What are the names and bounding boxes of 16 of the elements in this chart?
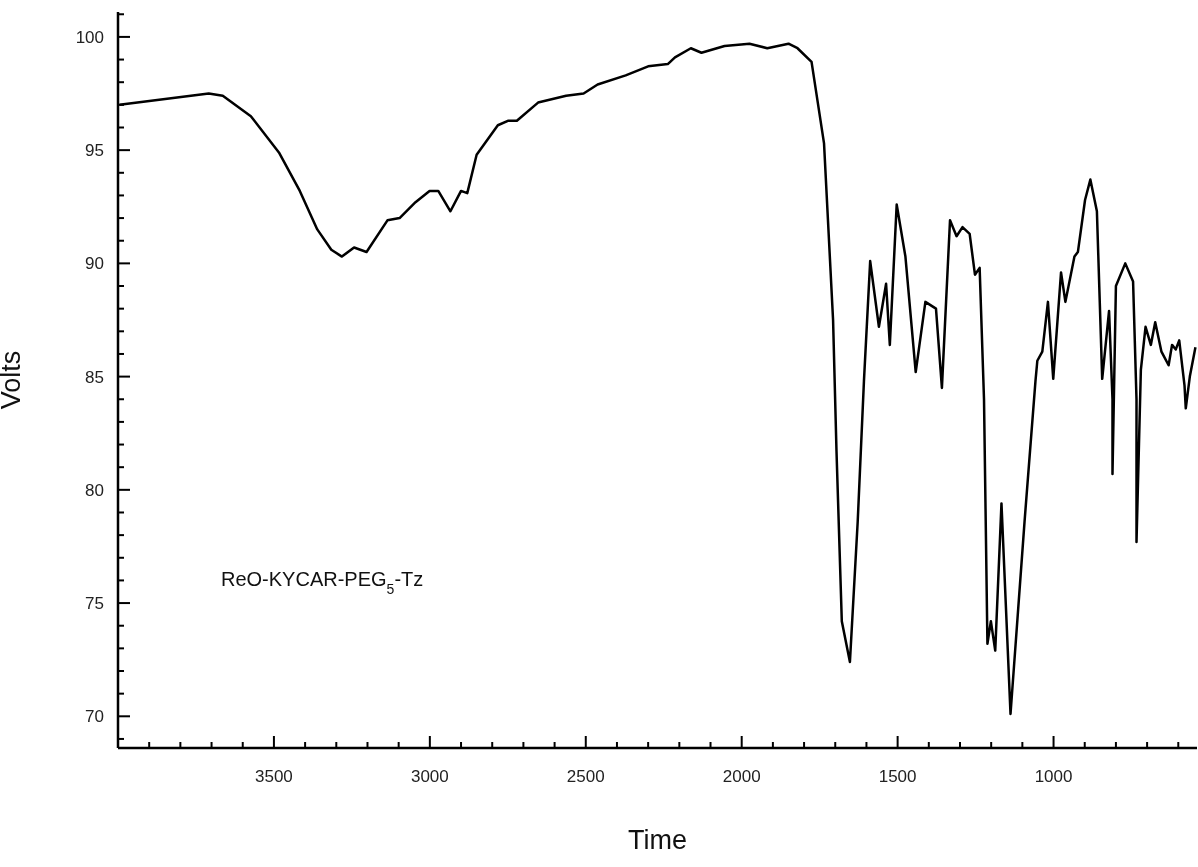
y-tick-label: 70 (85, 707, 104, 727)
y-axis-title: Volts (0, 350, 26, 410)
y-tick-label: 75 (85, 594, 104, 614)
x-tick-label: 3000 (410, 767, 449, 786)
x-tick-label: 2500 (566, 767, 605, 786)
x-tick-label: 1000 (1034, 767, 1073, 786)
x-tick-label: 2000 (722, 767, 761, 786)
y-tick-label: 85 (85, 367, 104, 387)
y-tick-label: 80 (85, 480, 104, 500)
x-tick-label: 3500 (255, 767, 293, 786)
y-tick-label: 95 (85, 141, 104, 161)
y-tick-label: 90 (85, 254, 104, 274)
annotation: ReO-KYCAR-PEG$_{5}$-Tz (221, 568, 424, 597)
x-tick-label: 1500 (878, 767, 917, 786)
x-axis-title: Time (628, 825, 687, 855)
y-tick-label: 100 (75, 27, 104, 47)
